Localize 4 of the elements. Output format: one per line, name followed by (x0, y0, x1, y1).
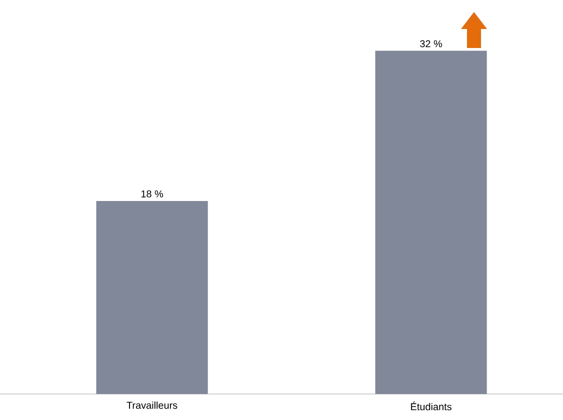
x-tick-label: Travailleurs (126, 402, 178, 409)
data-label: 32 % (420, 40, 442, 48)
x-tick-label: Étudiants (411, 402, 452, 410)
data-label: 18 % (141, 190, 164, 198)
